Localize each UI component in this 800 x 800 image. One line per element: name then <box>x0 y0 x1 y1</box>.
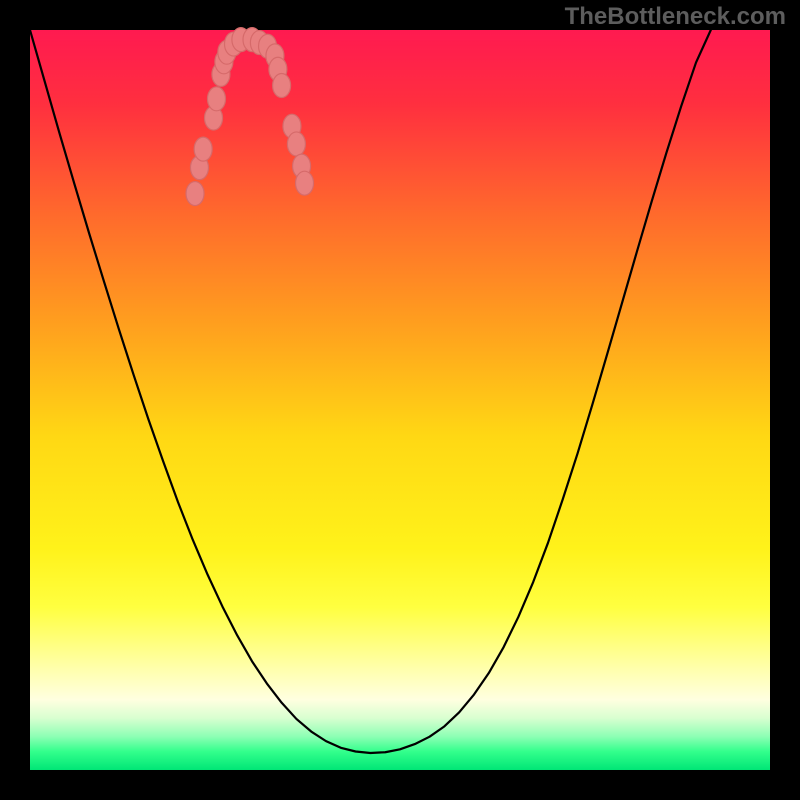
curve-marker <box>186 182 204 206</box>
curve-marker <box>287 132 305 156</box>
curve-marker <box>194 137 212 161</box>
curve-marker <box>296 171 314 195</box>
curve-marker <box>273 74 291 98</box>
curve-marker <box>207 87 225 111</box>
chart-frame: TheBottleneck.com <box>0 0 800 800</box>
watermark-text: TheBottleneck.com <box>565 3 786 31</box>
chart-svg <box>0 0 800 800</box>
